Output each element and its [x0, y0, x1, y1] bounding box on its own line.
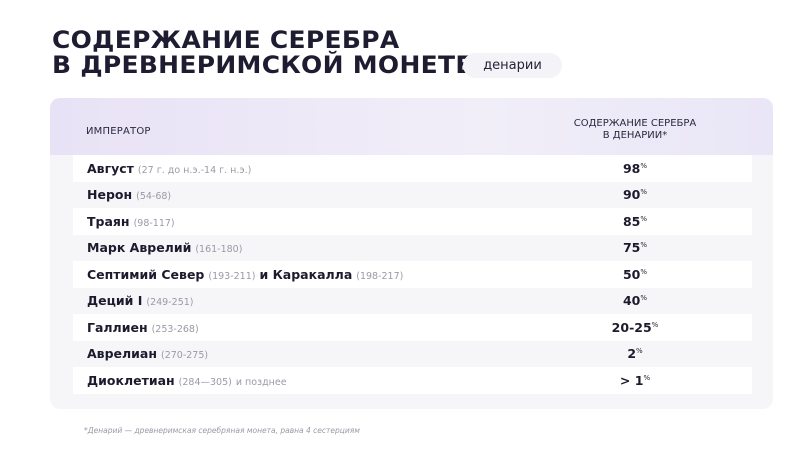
emperor-name: Нерон: [87, 187, 133, 203]
silver-value: 2: [627, 346, 637, 362]
column-header-silver-line2: В ДЕНАРИИ*: [602, 130, 668, 141]
emperor-cell: Септимий Север (193-211) и Каракалла (19…: [87, 267, 403, 282]
silver-content-table: ИМПЕРАТОР СОДЕРЖАНИЕ СЕРЕБРА В ДЕНАРИИ* …: [50, 98, 773, 409]
table-row: Аврелиан (270-275) 2%: [73, 340, 752, 367]
silver-value-cell: 98%: [550, 161, 720, 176]
percent-unit: %: [651, 320, 659, 329]
percent-unit: %: [640, 188, 648, 197]
table-row: Марк Аврелий (161-180) 75%: [73, 234, 752, 261]
silver-value: 50: [622, 266, 641, 282]
percent-unit: %: [640, 214, 648, 223]
table-row: Нерон (54-68) 90%: [73, 181, 752, 208]
emperor-cell: Марк Аврелий (161-180): [87, 240, 242, 255]
emperor-name: Аврелиан: [87, 346, 157, 362]
reign-years: (161-180): [195, 244, 243, 256]
co-emperor-name: и Каракалла: [259, 266, 353, 282]
silver-value-cell: 75%: [550, 240, 720, 255]
silver-value-cell: 20-25%: [550, 320, 720, 335]
title-line-2: В ДРЕВНЕРИМСКОЙ МОНЕТЕ: [52, 51, 473, 79]
silver-value: 75: [622, 240, 641, 256]
reign-years: (270-275): [160, 350, 209, 362]
reign-years: (253-268): [151, 323, 199, 335]
percent-unit: %: [643, 373, 651, 382]
emperor-cell: Деций I (249-251): [87, 293, 194, 308]
emperor-name: Диоклетиан: [87, 372, 175, 388]
percent-unit: %: [640, 241, 648, 250]
column-header-emperor: ИМПЕРАТОР: [86, 126, 151, 137]
silver-value-cell: 40%: [550, 293, 720, 308]
emperor-name: Август: [87, 160, 134, 176]
reign-years: (27 г. до н.э.-14 г. н.э.): [137, 164, 252, 176]
percent-unit: %: [640, 294, 648, 303]
table-header: ИМПЕРАТОР СОДЕРЖАНИЕ СЕРЕБРА В ДЕНАРИИ*: [50, 98, 773, 155]
page-title: СОДЕРЖАНИЕ СЕРЕБРА В ДРЕВНЕРИМСКОЙ МОНЕТ…: [52, 28, 473, 78]
silver-value: 40: [622, 293, 641, 309]
silver-value-cell: > 1%: [550, 373, 720, 388]
silver-value-cell: 2%: [550, 346, 720, 361]
emperor-cell: Диоклетиан (284—305) и позднее: [87, 373, 287, 388]
emperor-name: Септимий Север: [87, 266, 205, 282]
emperor-cell: Траян (98-117): [87, 214, 175, 229]
table-body: Август (27 г. до н.э.-14 г. н.э.) 98% Не…: [73, 155, 752, 394]
emperor-name: Деций I: [87, 293, 143, 309]
percent-unit: %: [640, 161, 648, 170]
silver-value: > 1: [619, 372, 644, 388]
title-line-1: СОДЕРЖАНИЕ СЕРЕБРА: [52, 26, 400, 54]
emperor-name: Траян: [87, 213, 130, 229]
emperor-cell: Аврелиан (270-275): [87, 346, 208, 361]
silver-value-cell: 90%: [550, 187, 720, 202]
silver-value-cell: 50%: [550, 267, 720, 282]
emperor-cell: Август (27 г. до н.э.-14 г. н.э.): [87, 161, 251, 176]
co-reign-years: (198-217): [356, 270, 404, 282]
reign-years: (249-251): [146, 297, 194, 309]
table-row: Диоклетиан (284—305) и позднее > 1%: [73, 367, 752, 394]
silver-value-cell: 85%: [550, 214, 720, 229]
percent-unit: %: [640, 267, 648, 276]
percent-unit: %: [636, 347, 643, 356]
emperor-name: Галлиен: [87, 319, 148, 335]
table-row: Траян (98-117) 85%: [73, 208, 752, 235]
reign-suffix: и позднее: [235, 376, 287, 388]
silver-value: 98: [622, 160, 641, 176]
table-row: Галлиен (253-268) 20-25%: [73, 314, 752, 341]
column-header-silver: СОДЕРЖАНИЕ СЕРЕБРА В ДЕНАРИИ*: [550, 118, 720, 142]
silver-value: 85: [622, 213, 641, 229]
footnote: *Денарий — древнеримская серебряная моне…: [84, 426, 360, 435]
column-header-silver-line1: СОДЕРЖАНИЕ СЕРЕБРА: [573, 118, 697, 129]
emperor-cell: Нерон (54-68): [87, 187, 171, 202]
reign-years: (193-211): [208, 270, 256, 282]
reign-years: (54-68): [136, 191, 172, 203]
table-row: Август (27 г. до н.э.-14 г. н.э.) 98%: [73, 155, 752, 182]
denarii-badge: денарии: [463, 53, 562, 78]
table-row: Деций I (249-251) 40%: [73, 287, 752, 314]
silver-value: 90: [622, 187, 641, 203]
reign-years: (98-117): [133, 217, 175, 229]
table-row: Септимий Север (193-211) и Каракалла (19…: [73, 261, 752, 288]
emperor-cell: Галлиен (253-268): [87, 320, 199, 335]
reign-years: (284—305): [178, 376, 232, 388]
silver-value: 20-25: [611, 319, 652, 335]
emperor-name: Марк Аврелий: [87, 240, 192, 256]
